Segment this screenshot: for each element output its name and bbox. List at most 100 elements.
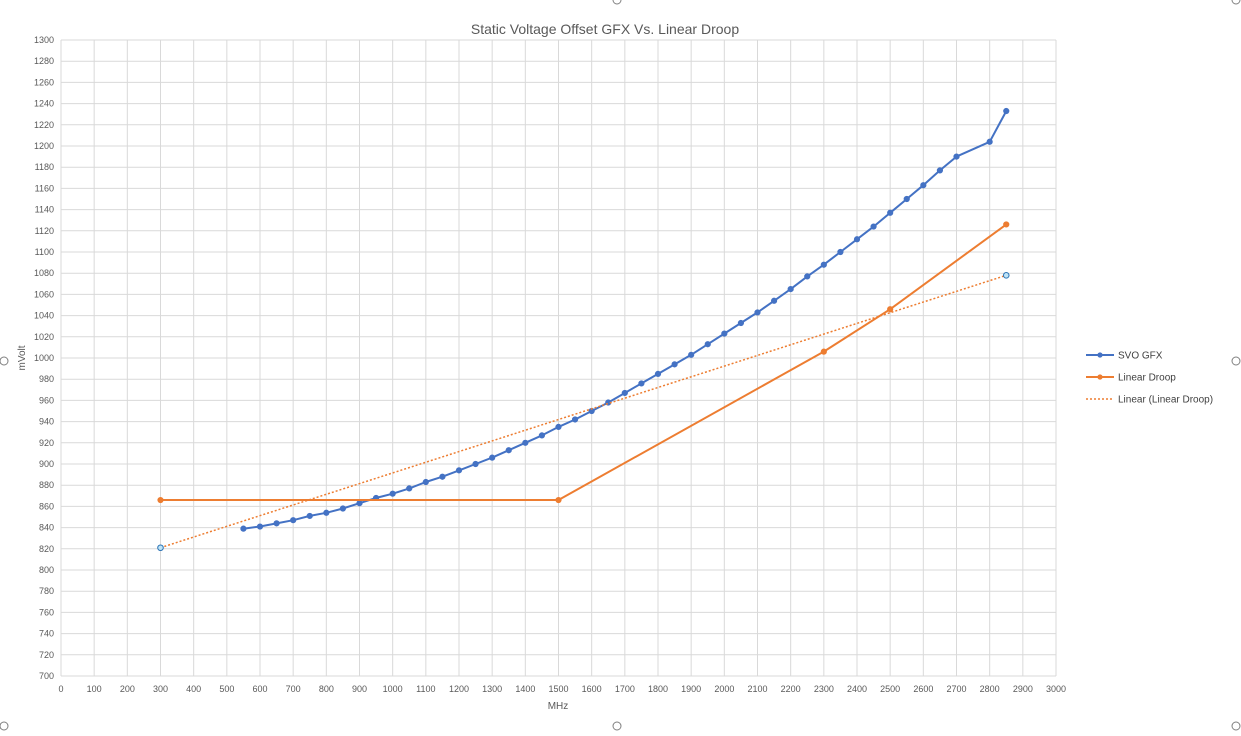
y-tick-label: 1080 [34,268,54,278]
data-point[interactable] [273,520,280,527]
data-point[interactable] [953,153,960,160]
x-tick-label: 2000 [714,684,734,694]
data-point[interactable] [306,512,313,520]
legend-item[interactable]: Linear Droop [1086,373,1176,384]
data-point[interactable] [621,389,628,397]
y-tick-label: 740 [39,629,54,639]
legend[interactable]: SVO GFX Linear Droop Linear (Linear Droop) [1086,351,1213,406]
x-tick-label: 2300 [814,684,834,694]
y-tick-label: 800 [39,565,54,575]
data-point[interactable] [920,182,927,189]
legend-label: Linear Droop [1118,373,1176,384]
data-point[interactable] [820,348,827,355]
data-point[interactable] [538,432,546,439]
data-point[interactable] [638,380,645,387]
resize-handle[interactable] [1231,721,1241,731]
data-point[interactable] [439,473,446,480]
data-point[interactable] [688,351,695,358]
data-point[interactable] [555,496,562,504]
x-tick-label: 300 [153,684,168,694]
x-tick-label: 1800 [648,684,668,694]
data-point[interactable] [389,490,396,497]
resize-handle[interactable] [0,356,9,366]
series-2[interactable] [157,272,1010,552]
data-point[interactable] [903,195,910,203]
y-tick-label: 1160 [35,183,54,193]
series-1[interactable] [157,221,1010,504]
resize-handle[interactable] [612,0,622,5]
data-point[interactable] [853,236,861,243]
data-point[interactable] [936,167,944,174]
y-tick-label: 960 [39,395,54,405]
data-point[interactable] [472,460,479,468]
resize-handle[interactable] [1231,0,1241,5]
data-point[interactable] [555,423,562,430]
data-point[interactable] [339,505,347,512]
data-point[interactable] [986,138,993,145]
series-layer [157,107,1010,552]
data-point[interactable] [704,341,711,348]
series-line[interactable] [160,274,1007,549]
data-point[interactable] [837,248,844,256]
resize-handle[interactable] [0,721,9,731]
data-point[interactable] [737,319,745,327]
data-point[interactable] [406,485,413,492]
x-tick-label: 3000 [1046,684,1066,694]
data-point[interactable] [240,525,247,532]
y-tick-label: 700 [39,671,54,681]
data-point[interactable] [323,509,330,516]
data-point[interactable] [290,517,297,524]
data-point[interactable] [887,306,894,313]
y-tick-label: 1040 [34,311,54,321]
y-tick-label: 720 [39,650,54,660]
data-point[interactable] [455,467,463,474]
data-point[interactable] [571,416,579,423]
data-point[interactable] [356,500,363,507]
data-point[interactable] [1003,221,1010,228]
y-tick-label: 1220 [34,120,54,130]
legend-item[interactable]: Linear (Linear Droop) [1086,395,1213,406]
legend-item[interactable]: SVO GFX [1086,351,1163,362]
y-tick-label: 1200 [34,141,54,151]
data-point[interactable] [671,361,678,368]
y-tick-label: 1000 [34,353,54,363]
series-line[interactable] [160,223,1007,501]
x-tick-label: 1500 [548,684,568,694]
data-point[interactable] [654,370,662,377]
data-point[interactable] [820,261,827,268]
data-point[interactable] [422,478,429,486]
data-point[interactable] [522,439,529,446]
series-0[interactable] [240,107,1010,532]
trendline-endpoint-handle[interactable] [1002,272,1010,279]
data-point[interactable] [787,286,794,293]
data-point[interactable] [157,496,164,504]
y-tick-label: 920 [39,438,54,448]
y-tick-label: 1180 [35,162,54,172]
resize-handle[interactable] [1231,356,1241,366]
trendline-endpoint-handle[interactable] [157,544,164,552]
x-tick-label: 400 [186,684,201,694]
x-tick-label: 200 [120,684,135,694]
data-point[interactable] [1003,107,1010,115]
data-point[interactable] [754,309,761,316]
x-tick-label: 2800 [980,684,1000,694]
x-axis-title: MHz [548,701,569,712]
y-tick-label: 1140 [35,205,54,215]
data-point[interactable] [256,523,264,530]
data-point[interactable] [770,297,778,304]
y-tick-label: 1260 [34,77,54,87]
data-point[interactable] [804,273,811,280]
y-tick-label: 1280 [34,56,54,66]
x-axis-ticks: 0 100 200 300 400 500 600 700 800 900 1000 1100 1200… [58,684,1066,694]
resize-handle[interactable] [612,721,622,731]
data-point[interactable] [870,223,877,230]
data-point[interactable] [721,330,728,337]
data-point[interactable] [887,209,894,216]
data-point[interactable] [505,447,512,454]
x-tick-label: 0 [58,684,63,694]
data-point[interactable] [489,454,496,461]
x-tick-label: 900 [352,684,367,694]
